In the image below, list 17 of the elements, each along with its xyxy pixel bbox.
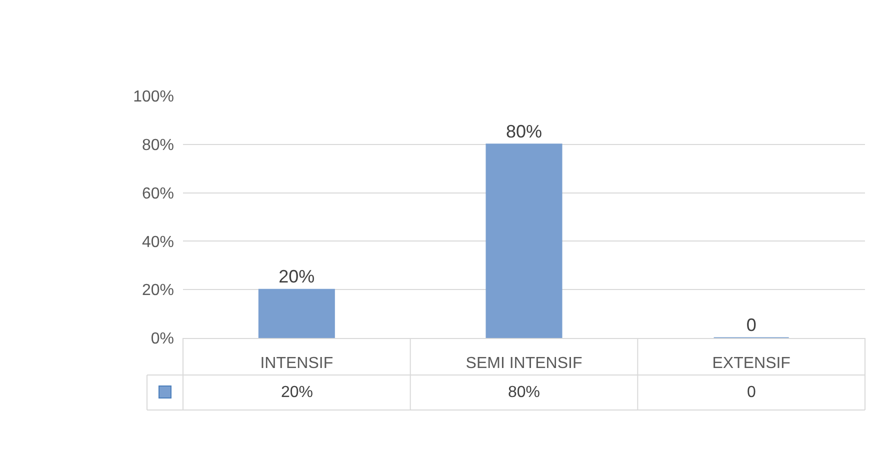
data-label: 0 bbox=[747, 384, 756, 401]
bar bbox=[258, 288, 335, 338]
y-tick-label: 60% bbox=[142, 185, 174, 202]
data-label: 80% bbox=[508, 384, 540, 401]
y-tick-label: 80% bbox=[142, 137, 174, 154]
y-tick-label: 0% bbox=[150, 330, 174, 348]
y-tick-label: 100% bbox=[133, 88, 174, 106]
text: 80% bbox=[506, 121, 542, 142]
data-label: 20% bbox=[281, 384, 314, 401]
bar bbox=[486, 144, 562, 338]
x-tick-label: INTENSIF bbox=[260, 355, 334, 372]
x-tick-label: SEMI INTENSIF bbox=[466, 355, 582, 372]
y-tick-label: 20% bbox=[142, 282, 174, 300]
y-tick-label: 40% bbox=[142, 234, 174, 251]
x-tick-label: EXTENSIF bbox=[712, 355, 791, 372]
text: 0 bbox=[746, 315, 756, 335]
text: 20% bbox=[278, 266, 315, 287]
